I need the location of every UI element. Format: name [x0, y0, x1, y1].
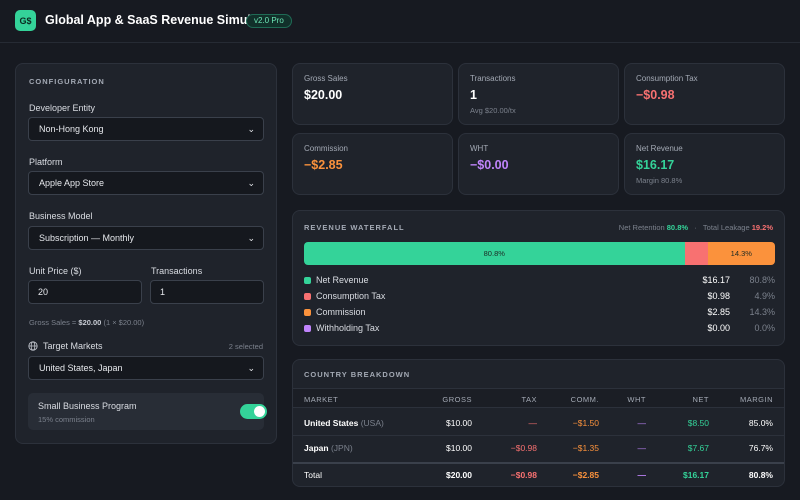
stat-card: Gross Sales $20.00: [292, 63, 453, 125]
legend-swatch: [304, 277, 311, 284]
net-retention-value: 80.8%: [666, 223, 689, 232]
developer-entity-label: Developer Entity: [29, 103, 96, 113]
transactions-label: Transactions: [151, 266, 203, 276]
developer-entity-value: Non-Hong Kong: [39, 124, 104, 134]
table-total-row: Total $20.00 −$0.98 −$2.85 — $16.17 80.8…: [293, 462, 784, 487]
table-header: MARKET GROSS TAX COMM. WHT NET MARGIN: [293, 388, 784, 408]
country-title: COUNTRY BREAKDOWN: [304, 370, 411, 379]
col-comm: COMM.: [570, 395, 599, 404]
col-net: NET: [692, 395, 709, 404]
waterfall-title: REVENUE WATERFALL: [304, 223, 405, 232]
stat-card: Transactions 1 Avg $20.00/tx: [458, 63, 619, 125]
country-breakdown: COUNTRY BREAKDOWN MARKET GROSS TAX COMM.…: [292, 359, 785, 487]
app-logo: G$: [15, 10, 36, 31]
table-row: Japan (JPN) $10.00 −$0.98 −$1.35 — $7.67…: [293, 435, 784, 460]
unit-price-label: Unit Price ($): [29, 266, 82, 276]
platform-select[interactable]: Apple App Store ⌄: [28, 171, 264, 195]
platform-value: Apple App Store: [39, 178, 105, 188]
stat-label: Commission: [304, 144, 349, 153]
stat-sub: Margin 80.8%: [636, 176, 683, 185]
stat-value: −$2.85: [304, 158, 343, 172]
stat-value: 1: [470, 88, 477, 102]
col-gross: GROSS: [442, 395, 472, 404]
stat-label: Transactions: [470, 74, 516, 83]
waterfall-summary: Net Retention 80.8% · Total Leakage 19.2…: [618, 223, 773, 232]
waterfall-bar: 80.8% 14.3%: [304, 242, 775, 265]
transactions-input[interactable]: 1: [150, 280, 264, 304]
target-markets-value: United States, Japan: [39, 363, 123, 373]
revenue-waterfall: REVENUE WATERFALL Net Retention 80.8% · …: [292, 210, 785, 346]
legend-row: Commission $2.85 14.3%: [304, 306, 775, 320]
legend-swatch: [304, 325, 311, 332]
stat-value: $16.17: [636, 158, 675, 172]
top-bar: G$ Global App & SaaS Revenue Simulator v…: [0, 0, 800, 43]
stat-card: Net Revenue $16.17 Margin 80.8%: [624, 133, 785, 195]
waterfall-segment: [684, 242, 708, 265]
col-margin: MARGIN: [740, 395, 773, 404]
legend-row: Withholding Tax $0.00 0.0%: [304, 322, 775, 336]
total-leakage-value: 19.2%: [751, 223, 773, 232]
stat-card: Consumption Tax −$0.98: [624, 63, 785, 125]
developer-entity-select[interactable]: Non-Hong Kong ⌄: [28, 117, 264, 141]
chevron-down-icon: ⌄: [247, 233, 255, 243]
sbp-subtitle: 15% commission: [38, 415, 95, 424]
business-model-value: Subscription — Monthly: [39, 233, 135, 243]
col-market: MARKET: [304, 395, 339, 404]
legend-row: Consumption Tax $0.98 4.9%: [304, 290, 775, 304]
chevron-down-icon: ⌄: [247, 178, 255, 188]
business-model-select[interactable]: Subscription — Monthly ⌄: [28, 226, 264, 250]
sbp-title: Small Business Program: [38, 401, 137, 411]
waterfall-segment: 80.8%: [304, 242, 685, 265]
target-markets-label: Target Markets: [43, 341, 103, 351]
sbp-toggle[interactable]: [240, 404, 267, 419]
platform-label: Platform: [29, 157, 63, 167]
chevron-down-icon: ⌄: [247, 363, 255, 373]
legend-swatch: [304, 293, 311, 300]
toggle-knob: [254, 406, 265, 417]
chevron-down-icon: ⌄: [247, 124, 255, 134]
legend-swatch: [304, 309, 311, 316]
configuration-title: CONFIGURATION: [29, 77, 105, 86]
table-row: United States (USA) $10.00 — −$1.50 — $8…: [304, 418, 773, 428]
stat-label: Gross Sales: [304, 74, 348, 83]
stat-label: WHT: [470, 144, 489, 153]
legend-row: Net Revenue $16.17 80.8%: [304, 274, 775, 288]
col-tax: TAX: [521, 395, 537, 404]
market-name: Japan (JPN): [304, 443, 353, 453]
configuration-panel: CONFIGURATION Developer Entity Non-Hong …: [15, 63, 277, 444]
waterfall-segment: 14.3%: [707, 242, 775, 265]
target-markets-select[interactable]: United States, Japan ⌄: [28, 356, 264, 380]
stat-value: −$0.98: [636, 88, 675, 102]
stat-card: Commission −$2.85: [292, 133, 453, 195]
col-wht: WHT: [627, 395, 646, 404]
business-model-label: Business Model: [29, 211, 93, 221]
stat-value: −$0.00: [470, 158, 509, 172]
stat-card: WHT −$0.00: [458, 133, 619, 195]
small-business-program: Small Business Program 15% commission: [28, 393, 267, 430]
stat-label: Consumption Tax: [636, 74, 698, 83]
stat-label: Net Revenue: [636, 144, 683, 153]
gross-sales-hint: Gross Sales = $20.00 (1 × $20.00): [29, 318, 145, 327]
stat-sub: Avg $20.00/tx: [470, 106, 516, 115]
market-name: United States (USA): [304, 418, 384, 428]
globe-icon: [28, 341, 38, 351]
app-title: Global App & SaaS Revenue Simulator: [45, 13, 275, 27]
unit-price-input[interactable]: 20: [28, 280, 142, 304]
version-badge: v2.0 Pro: [246, 14, 292, 28]
target-markets-count: 2 selected: [228, 342, 263, 351]
stat-value: $20.00: [304, 88, 343, 102]
